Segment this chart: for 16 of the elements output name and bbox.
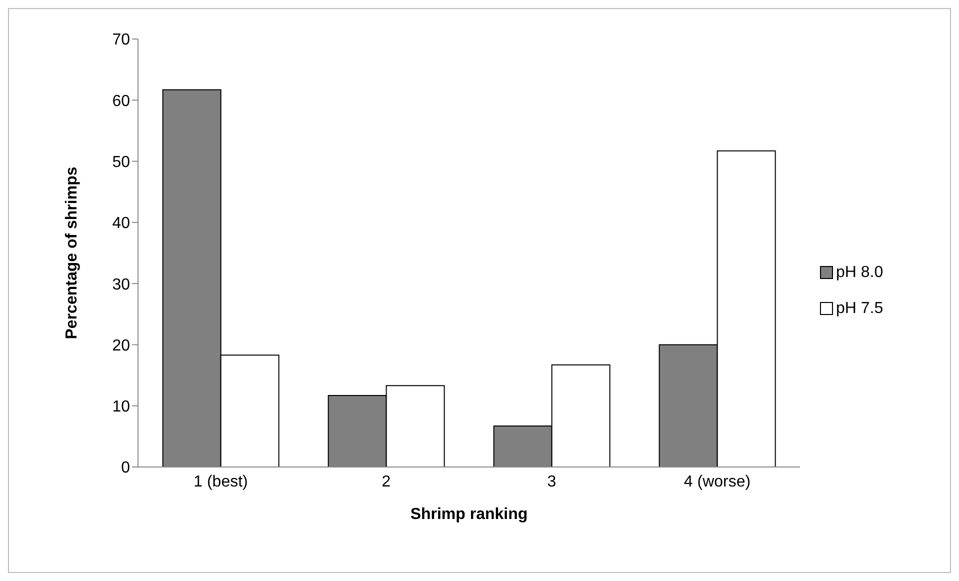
- x-tick-label: 2: [382, 473, 391, 490]
- y-axis-title: Percentage of shrimps: [64, 166, 81, 340]
- x-tick-label: 4 (worse): [684, 473, 751, 490]
- x-tick-label: 1 (best): [194, 473, 248, 490]
- y-tick-label: 10: [112, 398, 130, 416]
- y-tick-label: 60: [112, 92, 130, 110]
- y-tick-label: 40: [112, 215, 130, 232]
- x-tick-label: 3: [547, 473, 556, 490]
- legend-label: pH 7.5: [836, 300, 884, 318]
- y-tick-label: 50: [112, 154, 130, 171]
- y-tick-label: 70: [112, 32, 130, 49]
- y-tick-label: 20: [112, 337, 130, 354]
- x-axis-title: Shrimp ranking: [410, 506, 528, 523]
- y-tick-label: 30: [112, 276, 130, 294]
- y-tick-label: 0: [121, 460, 130, 477]
- legend-label: pH 8.0: [836, 264, 884, 282]
